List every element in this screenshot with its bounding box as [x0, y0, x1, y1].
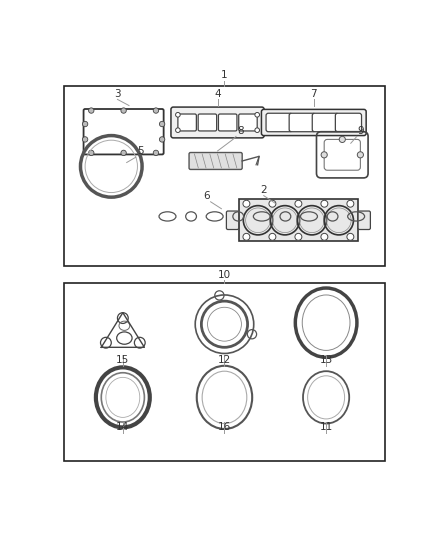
- Text: 13: 13: [319, 355, 333, 365]
- Text: 14: 14: [116, 422, 130, 432]
- Text: 9: 9: [358, 126, 364, 135]
- Circle shape: [255, 128, 259, 133]
- Circle shape: [255, 112, 259, 117]
- Text: 7: 7: [311, 88, 317, 99]
- FancyBboxPatch shape: [239, 114, 257, 131]
- FancyBboxPatch shape: [358, 211, 371, 230]
- Circle shape: [347, 200, 354, 207]
- Text: 5: 5: [137, 147, 143, 156]
- Circle shape: [321, 152, 327, 158]
- Circle shape: [269, 200, 276, 207]
- Text: 6: 6: [203, 191, 210, 201]
- Circle shape: [88, 150, 94, 156]
- Circle shape: [88, 108, 94, 113]
- Text: 15: 15: [116, 355, 130, 365]
- FancyBboxPatch shape: [219, 114, 237, 131]
- FancyBboxPatch shape: [266, 113, 292, 132]
- Circle shape: [82, 122, 88, 127]
- Text: 2: 2: [261, 185, 267, 195]
- Text: 10: 10: [218, 270, 231, 280]
- FancyBboxPatch shape: [226, 211, 239, 230]
- Circle shape: [295, 233, 302, 240]
- Text: 16: 16: [218, 422, 231, 432]
- FancyBboxPatch shape: [312, 113, 339, 132]
- Circle shape: [339, 136, 346, 142]
- Circle shape: [347, 233, 354, 240]
- Text: 11: 11: [319, 422, 333, 432]
- FancyBboxPatch shape: [336, 113, 361, 132]
- Circle shape: [295, 200, 302, 207]
- Circle shape: [357, 152, 364, 158]
- Text: 1: 1: [221, 70, 228, 80]
- Circle shape: [321, 200, 328, 207]
- Circle shape: [121, 150, 126, 156]
- Circle shape: [269, 233, 276, 240]
- FancyBboxPatch shape: [198, 114, 217, 131]
- Text: 3: 3: [114, 88, 121, 99]
- Text: 8: 8: [237, 126, 244, 135]
- Text: 12: 12: [218, 355, 231, 365]
- Circle shape: [159, 137, 165, 142]
- Circle shape: [176, 128, 180, 133]
- Circle shape: [82, 137, 88, 142]
- Circle shape: [321, 233, 328, 240]
- Circle shape: [153, 150, 159, 156]
- Circle shape: [243, 200, 250, 207]
- Circle shape: [159, 122, 165, 127]
- FancyBboxPatch shape: [189, 152, 242, 169]
- FancyBboxPatch shape: [239, 199, 358, 241]
- FancyBboxPatch shape: [261, 109, 366, 135]
- FancyBboxPatch shape: [171, 107, 264, 138]
- Circle shape: [243, 233, 250, 240]
- Text: 4: 4: [214, 88, 221, 99]
- FancyBboxPatch shape: [289, 113, 315, 132]
- Circle shape: [176, 112, 180, 117]
- Circle shape: [121, 108, 126, 113]
- Circle shape: [153, 108, 159, 113]
- FancyBboxPatch shape: [178, 114, 196, 131]
